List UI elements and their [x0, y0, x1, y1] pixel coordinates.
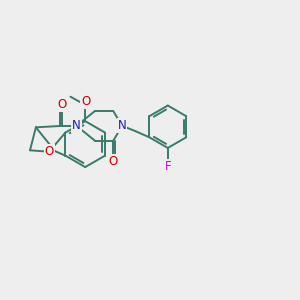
Text: F: F: [164, 160, 171, 173]
Text: O: O: [109, 155, 118, 168]
Text: N: N: [118, 119, 127, 132]
Text: O: O: [58, 98, 67, 111]
Text: O: O: [44, 145, 54, 158]
Text: N: N: [72, 119, 81, 132]
Text: O: O: [81, 95, 90, 108]
